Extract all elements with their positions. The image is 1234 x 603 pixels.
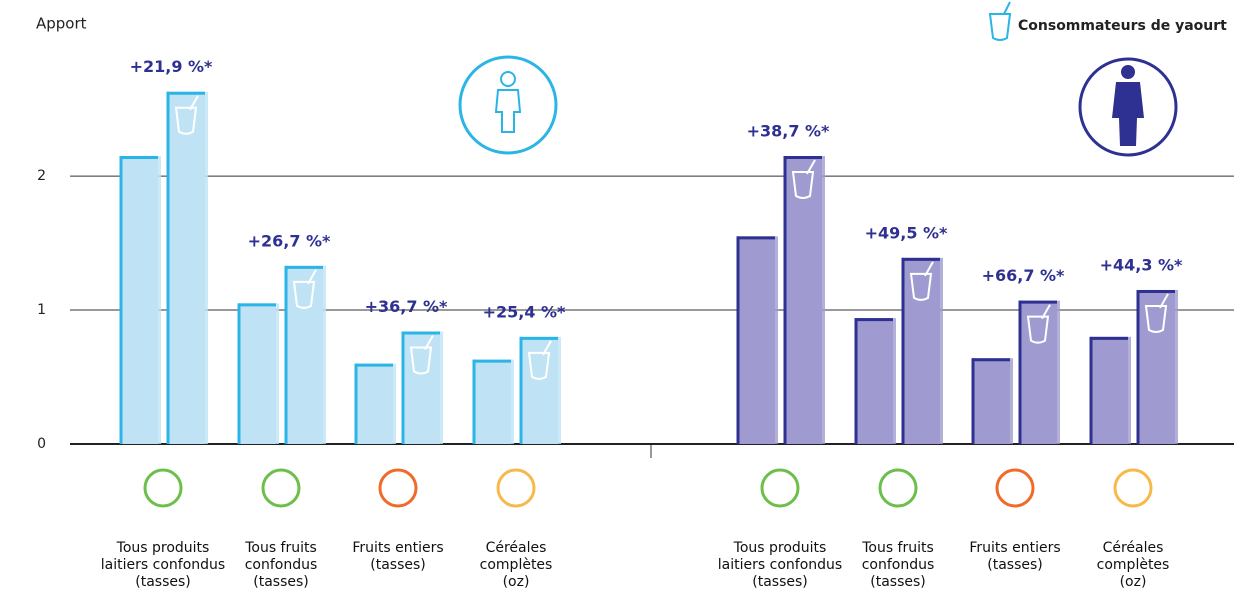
bar (120, 156, 158, 444)
legend-label: Consommateurs de yaourt (1018, 18, 1227, 34)
x-tick-label: Tous produits laitiers confondus (tasses… (100, 540, 226, 590)
yogurt-icon (1144, 293, 1169, 333)
yogurt-spoon (189, 95, 199, 111)
bar (1019, 300, 1057, 444)
category-icon (760, 468, 800, 508)
yogurt-spoon (924, 261, 934, 277)
yogurt-spoon (542, 340, 552, 356)
bar (402, 331, 440, 444)
yogurt-icon (1026, 304, 1051, 344)
x-tick-label: Fruits entiers (tasses) (352, 540, 444, 573)
yogurt-icon (527, 340, 552, 380)
bar (285, 265, 323, 444)
x-tick-label: Fruits entiers (tasses) (969, 540, 1061, 573)
y-axis-label: Apport (36, 15, 87, 33)
yogurt-spoon (424, 334, 434, 350)
value-label: +36,7 %* (365, 297, 448, 316)
yogurt-cup (527, 351, 551, 380)
yogurt-icon (174, 95, 199, 135)
value-label: +38,7 %* (747, 122, 830, 141)
adult-icon (1078, 57, 1178, 157)
yogurt-cup (1144, 304, 1168, 333)
bar (1137, 289, 1175, 444)
yogurt-cup (1026, 315, 1050, 344)
child-icon (458, 55, 558, 155)
bar (473, 359, 511, 444)
x-tick-label: Tous produits laitiers confondus (tasses… (717, 540, 843, 590)
category-icon (261, 468, 301, 508)
bar (784, 156, 822, 444)
bar (167, 91, 205, 445)
yogurt-icon (791, 159, 816, 200)
yogurt-icon (909, 261, 934, 301)
bar (972, 358, 1010, 444)
bar (355, 363, 393, 444)
yogurt-icon (292, 269, 317, 309)
bar (1090, 336, 1128, 444)
category-icon (1113, 468, 1153, 508)
y-tick-label: 2 (37, 168, 46, 184)
yogurt-cup (292, 280, 316, 309)
category-icon (878, 468, 918, 508)
category-icon (496, 468, 536, 508)
yogurt-cup (174, 106, 198, 135)
yogurt-cup (909, 272, 933, 301)
bar (737, 236, 775, 444)
category-icon (143, 468, 183, 508)
value-label: +49,5 %* (865, 223, 948, 242)
category-icon (378, 468, 418, 508)
yogurt-icon (409, 334, 434, 375)
value-label: +44,3 %* (1100, 255, 1183, 274)
bar (855, 318, 893, 444)
y-tick-label: 1 (37, 302, 46, 318)
bar (238, 303, 276, 444)
yogurt-spoon (806, 159, 816, 175)
yogurt-spoon (307, 269, 317, 285)
y-tick-label: 0 (37, 436, 46, 452)
yogurt-cup (409, 346, 433, 375)
value-label: +25,4 %* (483, 302, 566, 321)
yogurt-cup (791, 171, 815, 200)
bar (902, 257, 940, 444)
x-tick-label: Tous fruits confondus (tasses) (861, 540, 935, 590)
x-tick-label: Céréales complètes (oz) (479, 540, 553, 590)
value-label: +26,7 %* (248, 231, 331, 250)
x-tick-label: Tous fruits confondus (tasses) (244, 540, 318, 590)
legend-icon (988, 1, 1012, 41)
category-icon (995, 468, 1035, 508)
yogurt-spoon (1041, 304, 1051, 320)
yogurt-spoon (1159, 293, 1169, 309)
value-label: +21,9 %* (130, 57, 213, 76)
value-label: +66,7 %* (982, 266, 1065, 285)
x-tick-label: Céréales complètes (oz) (1096, 540, 1170, 590)
bar (520, 336, 558, 444)
